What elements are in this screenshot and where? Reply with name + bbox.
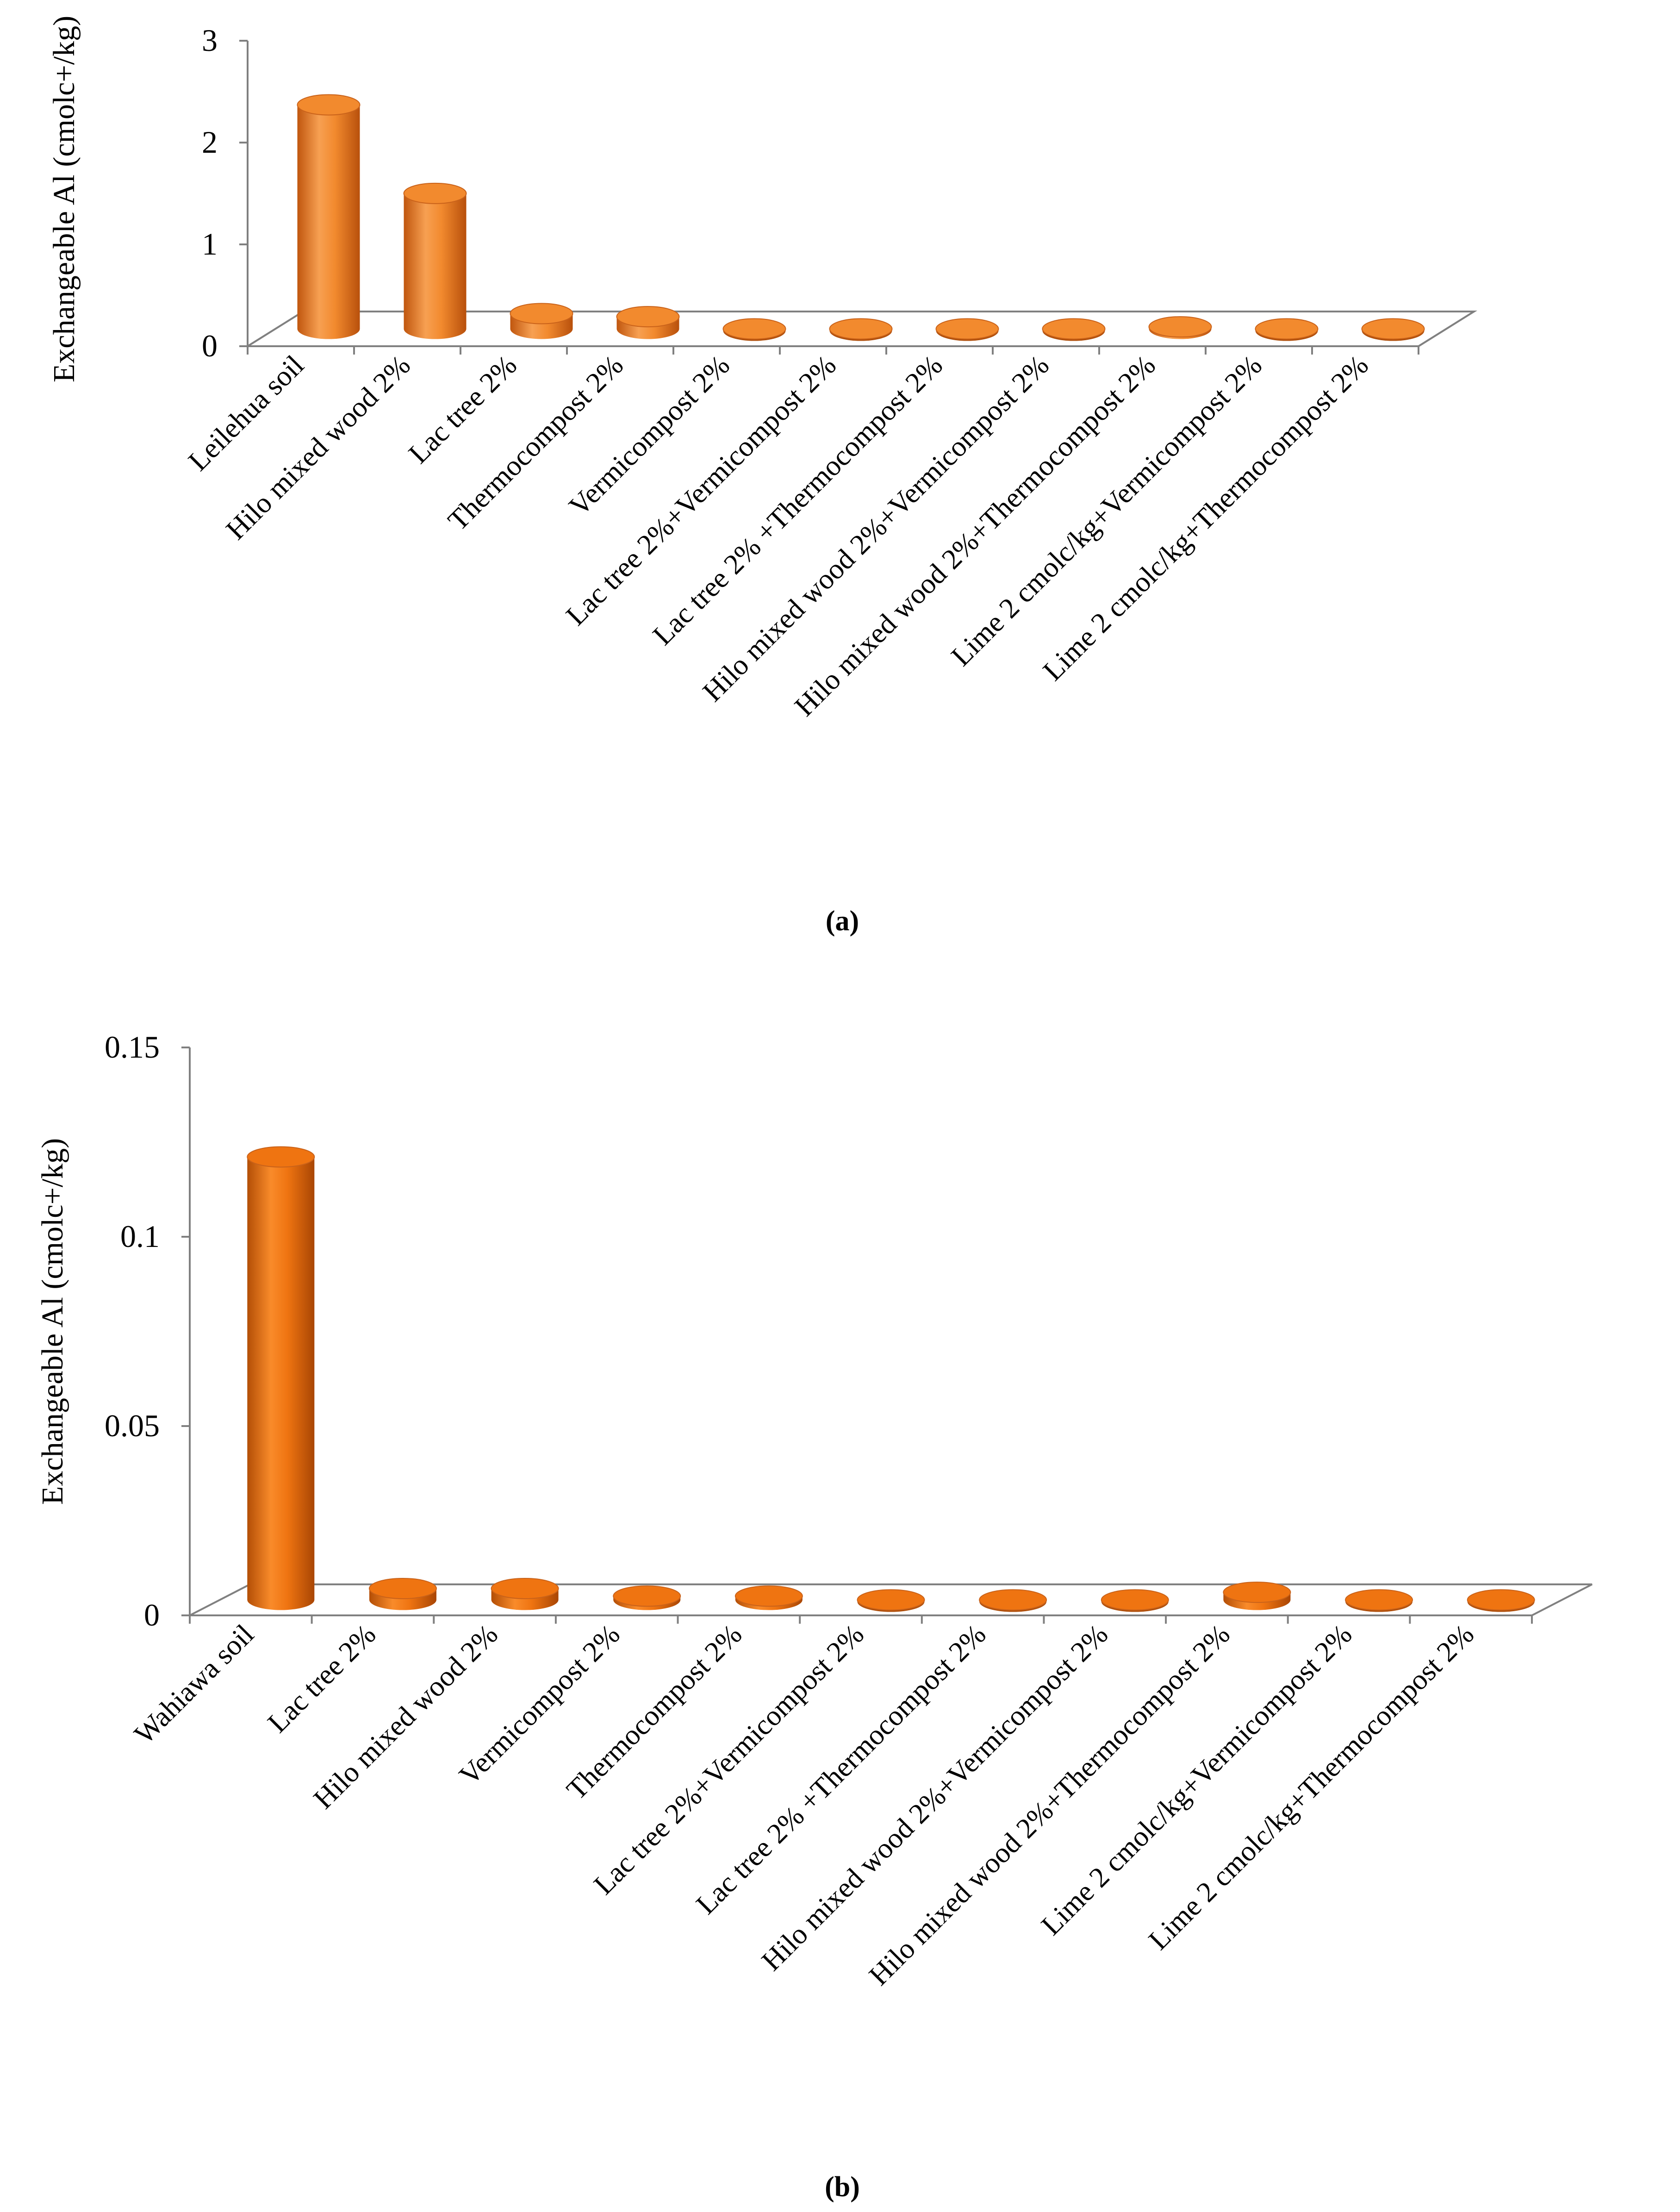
bar-top (722, 318, 786, 340)
bar (297, 94, 361, 339)
bar-top (510, 303, 573, 324)
bar-top (297, 94, 361, 116)
bar (1148, 316, 1212, 339)
bar-top (1255, 318, 1319, 340)
bar-top (857, 1589, 925, 1611)
bar-top (491, 1577, 559, 1599)
bar-top (1467, 1589, 1535, 1611)
bar (403, 182, 467, 339)
bar-top (1148, 316, 1212, 338)
bar-top (247, 1146, 315, 1168)
bar (1255, 318, 1319, 341)
floor-outline (189, 1583, 1593, 1616)
category-label: Thermocompost 2% (442, 349, 629, 537)
panel-label: (a) (826, 905, 859, 937)
bar (616, 306, 680, 339)
bar (491, 1577, 559, 1610)
bar-body (247, 1157, 315, 1610)
bar-top (829, 318, 893, 340)
bar-top (1223, 1582, 1291, 1603)
y-tick-label: 0 (144, 1597, 160, 1633)
bar (1223, 1582, 1291, 1610)
y-tick-label: 1 (202, 226, 218, 262)
bar-body (297, 105, 360, 339)
axes (189, 1047, 1593, 1624)
bar (247, 1146, 315, 1610)
bar (368, 1577, 437, 1610)
bar (722, 318, 786, 341)
category-label: Lac tree 2% (262, 1619, 382, 1739)
bar (1101, 1589, 1169, 1612)
y-tick-label: 0.15 (105, 1029, 160, 1065)
bar-top (368, 1577, 437, 1599)
chart-panel-b: Exchangeable Al (cmolc+/kg) 0 0.05 0.1 0.15… (36, 1029, 1593, 2203)
floor-outline (247, 311, 1477, 347)
bar (935, 318, 999, 341)
bar-top (403, 182, 467, 204)
y-tick-label: 0.1 (120, 1219, 160, 1254)
bar (734, 1585, 803, 1610)
category-label: Wahiawa soil (128, 1619, 260, 1750)
y-tick-label: 2 (202, 125, 218, 160)
bar-top (1042, 318, 1106, 340)
bar-top (734, 1585, 803, 1607)
bar-top (1361, 318, 1425, 340)
bar (979, 1589, 1047, 1612)
chart-panel-a: Exchangeable Al (cmolc+/kg) 0 1 2 3 Leilehu… (47, 16, 1477, 937)
bar (829, 318, 893, 341)
bar-top (613, 1585, 681, 1607)
bars (297, 94, 1425, 341)
category-label: Hilo mixed wood 2% (220, 349, 417, 546)
bar (857, 1589, 925, 1612)
category-labels: Wahiawa soil Lac tree 2%Hilo mixed wood 2… (128, 1619, 1480, 1992)
y-axis-label: Exchangeable Al (cmolc+/kg) (47, 16, 81, 382)
bar-top (1345, 1589, 1413, 1611)
bar (1345, 1589, 1413, 1612)
bar-top (979, 1589, 1047, 1611)
bar-top (1101, 1589, 1169, 1611)
category-label: Lac tree 2%+Vermicompost 2% (588, 1619, 870, 1901)
y-tick-label: 3 (202, 23, 218, 58)
bar (510, 303, 573, 339)
bar (1467, 1589, 1535, 1612)
panel-label: (b) (825, 2171, 860, 2203)
bar (1042, 318, 1106, 341)
category-label: Hilo mixed wood 2%+Thermocompost 2% (789, 349, 1162, 723)
bar-top (616, 306, 680, 328)
y-axis-label: Exchangeable Al (cmolc+/kg) (36, 1138, 69, 1505)
axes (247, 41, 1477, 355)
y-ticks: 0 0.05 0.1 0.15 (105, 1029, 190, 1633)
bar (613, 1585, 681, 1610)
bar-body (404, 193, 467, 339)
y-ticks: 0 1 2 3 (202, 23, 248, 363)
bar (1361, 318, 1425, 341)
bars (247, 1146, 1535, 1612)
y-tick-label: 0 (202, 328, 218, 363)
y-tick-label: 0.05 (105, 1408, 160, 1443)
bar-top (935, 318, 999, 340)
